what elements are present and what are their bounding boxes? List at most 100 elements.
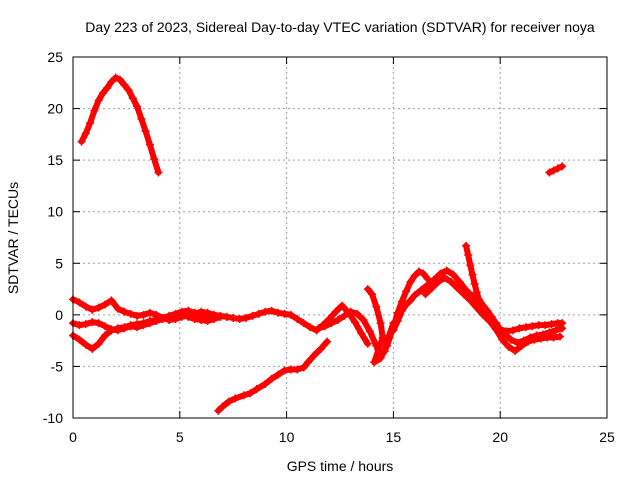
data-point (515, 324, 524, 333)
data-point (303, 358, 312, 367)
data-point (107, 296, 116, 305)
data-point (293, 365, 302, 374)
axis-ticks: 0 5 10 15 20 25 -10 -5 0 5 10 15 20 25 (43, 49, 615, 445)
data-point (103, 83, 112, 92)
data-point (393, 317, 402, 326)
y-axis-label: SDTVAR / TECUs (5, 182, 21, 294)
data-point (261, 379, 270, 388)
data-point (496, 325, 505, 334)
data-point (101, 322, 110, 331)
data-point (94, 319, 103, 328)
chart-title: Day 223 of 2023, Sidereal Day-to-day VTE… (85, 19, 595, 35)
data-series (69, 73, 567, 415)
data-point (242, 313, 251, 322)
data-point (252, 385, 261, 394)
data-point (98, 89, 107, 98)
series-arc-midday (222, 301, 372, 348)
data-point (331, 307, 340, 316)
data-point (479, 310, 488, 319)
data-point (523, 337, 532, 346)
data-point (113, 326, 122, 335)
data-point (455, 277, 464, 286)
data-point (316, 344, 325, 353)
data-point (479, 301, 488, 310)
data-point (81, 302, 90, 311)
data-point (115, 75, 124, 84)
data-point (363, 285, 372, 294)
data-point (517, 341, 526, 350)
data-point (94, 303, 103, 312)
data-point (88, 305, 97, 314)
data-point (137, 114, 146, 123)
data-point (511, 346, 520, 355)
data-point (107, 325, 116, 334)
data-point (299, 319, 308, 328)
data-point (171, 311, 180, 320)
x-tick-label: 15 (386, 429, 402, 445)
data-point (498, 335, 507, 344)
data-point (556, 332, 565, 341)
x-tick-label: 25 (599, 429, 615, 445)
x-tick-label: 10 (279, 429, 295, 445)
data-point (86, 119, 95, 128)
data-point (152, 317, 161, 326)
data-point (470, 279, 479, 288)
data-point (417, 286, 426, 295)
data-point (75, 335, 84, 344)
data-point (101, 300, 110, 309)
data-point (397, 297, 406, 306)
y-tick-label: 25 (47, 49, 63, 65)
data-point (120, 324, 129, 333)
data-point (410, 271, 419, 280)
data-point (427, 284, 436, 293)
data-point (177, 310, 186, 319)
data-point (280, 309, 289, 318)
data-point (389, 326, 398, 335)
data-point (483, 306, 492, 315)
data-point (402, 287, 411, 296)
data-point (472, 303, 481, 312)
data-point (314, 324, 323, 333)
data-point (158, 314, 167, 323)
series-arc-afternoon-c (421, 273, 565, 355)
data-point (286, 310, 295, 319)
data-point (382, 341, 391, 350)
data-point (141, 127, 150, 136)
data-point (139, 321, 148, 330)
data-point (449, 270, 458, 279)
grid-lines (73, 57, 607, 418)
data-point (374, 345, 383, 354)
data-point (90, 106, 99, 115)
data-point (346, 307, 355, 316)
data-point (402, 300, 411, 309)
series-trace (78, 74, 162, 176)
data-point (165, 312, 174, 321)
data-point (410, 291, 419, 300)
data-point (323, 337, 332, 346)
data-point (139, 310, 148, 319)
data-point (120, 80, 129, 89)
y-tick-label: -10 (43, 410, 63, 426)
series-trace (463, 242, 566, 335)
data-point (133, 323, 142, 332)
data-point (81, 129, 90, 138)
data-point (376, 354, 385, 363)
data-point (126, 322, 135, 331)
data-point (536, 334, 545, 343)
data-point (306, 323, 315, 332)
data-point (357, 329, 366, 338)
data-point (466, 296, 475, 305)
data-point (453, 284, 462, 293)
data-point (504, 342, 513, 351)
data-point (558, 319, 567, 328)
y-tick-label: 15 (47, 152, 63, 168)
data-point (88, 318, 97, 327)
data-point (472, 288, 481, 297)
data-point (128, 94, 137, 103)
data-point (154, 168, 163, 177)
data-point (553, 164, 562, 173)
data-point (229, 313, 238, 322)
data-point (513, 338, 522, 347)
data-point (133, 102, 142, 111)
